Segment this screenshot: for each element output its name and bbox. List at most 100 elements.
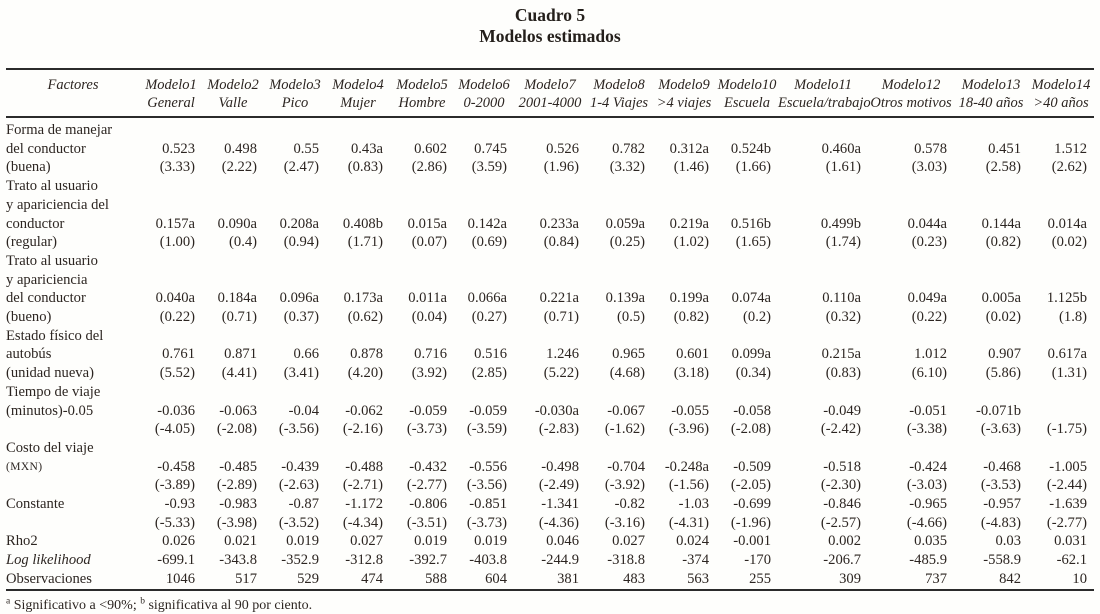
- cell-value: (-2.08): [216, 421, 257, 438]
- table-title: Modelos estimados: [479, 26, 621, 46]
- cell-value: (3.03): [911, 159, 947, 176]
- cell-value: [454, 252, 514, 271]
- cell-value: [778, 252, 868, 271]
- table-row: (-4.05) (-2.08) (-3.56) (-2.16) (-3.73) (-3.5…: [6, 420, 1094, 439]
- cell-value: [454, 439, 514, 458]
- cell-value: [264, 177, 326, 196]
- cell-value: (-4.34): [342, 514, 383, 531]
- cell-value: [326, 383, 390, 402]
- cell-value: [954, 117, 1028, 140]
- cell-value: [778, 327, 868, 346]
- cell-value: [954, 439, 1028, 458]
- header-factores-spacer: [6, 94, 140, 117]
- cell-value: (-3.52): [278, 514, 319, 531]
- cell-value: -0.488: [345, 458, 383, 475]
- row-label: autobús: [6, 346, 52, 363]
- cell-value: [140, 439, 202, 458]
- cell-value: 0.026: [162, 533, 195, 550]
- cell-value: [954, 327, 1028, 346]
- header-model-segment: >40 años: [1033, 95, 1089, 111]
- cell-value: (0.02): [985, 309, 1021, 326]
- cell-value: 588: [425, 570, 447, 587]
- cell-value: (0.62): [347, 309, 383, 326]
- estimates-table: Factores Modelo1 Modelo2 Modelo3 Modelo4 Mode…: [6, 68, 1094, 591]
- cell-value: (1.71): [347, 234, 383, 251]
- cell-value: 0.460a: [821, 140, 861, 157]
- cell-value: 255: [749, 570, 771, 587]
- cell-value: 0.144a: [981, 215, 1021, 232]
- cell-value: (0.07): [411, 234, 447, 251]
- cell-value: [954, 196, 1028, 215]
- cell-value: -0.055: [671, 402, 709, 419]
- cell-value: 474: [361, 570, 383, 587]
- cell-value: [778, 177, 868, 196]
- header-factores: Factores: [47, 77, 99, 93]
- cell-value: -0.432: [409, 458, 447, 475]
- header-model-name: Modelo9: [658, 77, 710, 93]
- cell-value: -0.699: [733, 496, 771, 513]
- cell-value: (1.65): [735, 234, 771, 251]
- cell-value: (1.02): [673, 234, 709, 251]
- cell-value: 0.027: [350, 533, 383, 550]
- table-row: (-3.89) (-2.89) (-2.63) (-2.71) (-2.77) (-3.5…: [6, 476, 1094, 495]
- cell-value: [326, 117, 390, 140]
- cell-value: (2.47): [283, 159, 319, 176]
- cell-value: 0.451: [988, 140, 1021, 157]
- cell-value: (0.22): [911, 309, 947, 326]
- header-model-name: Modelo8: [593, 77, 645, 93]
- cell-value: [716, 177, 778, 196]
- cell-value: (-3.73): [466, 514, 507, 531]
- cell-value: 1.012: [914, 346, 947, 363]
- cell-value: 0.096a: [279, 290, 319, 307]
- cell-value: 0.516b: [730, 215, 771, 232]
- cell-value: [202, 196, 264, 215]
- cell-value: 1046: [165, 570, 195, 587]
- cell-value: -0.556: [469, 458, 507, 475]
- cell-value: [454, 177, 514, 196]
- cell-value: [514, 439, 586, 458]
- cell-value: [868, 439, 954, 458]
- cell-value: 0.099a: [731, 346, 771, 363]
- cell-value: 604: [485, 570, 507, 587]
- cell-value: (6.10): [911, 365, 947, 382]
- cell-value: 1.512: [1054, 140, 1087, 157]
- table-row: (buena) (3.33) (2.22) (2.47) (0.83) (2.86) (3.…: [6, 158, 1094, 177]
- cell-value: 0.524b: [730, 140, 771, 157]
- table-row: Tiempo de viaje: [6, 383, 1094, 402]
- header-row-names: Factores Modelo1 Modelo2 Modelo3 Modelo4 Mode…: [6, 69, 1094, 94]
- cell-value: -403.8: [469, 552, 507, 569]
- cell-value: -392.7: [409, 552, 447, 569]
- cell-value: (0.37): [283, 309, 319, 326]
- cell-value: 0.074a: [731, 290, 771, 307]
- cell-value: [454, 196, 514, 215]
- cell-value: -485.9: [909, 552, 947, 569]
- cell-value: 0.745: [474, 140, 507, 157]
- row-label: Observaciones: [6, 570, 92, 587]
- cell-value: [390, 117, 454, 140]
- cell-value: (4.41): [221, 365, 257, 382]
- cell-value: -343.8: [219, 552, 257, 569]
- cell-value: [514, 252, 586, 271]
- cell-value: 0.035: [914, 533, 947, 550]
- cell-value: (-4.66): [906, 514, 947, 531]
- footnote: a Significativo a <90%; b significativa …: [6, 595, 1094, 614]
- cell-value: [140, 271, 202, 290]
- cell-value: (-3.98): [216, 514, 257, 531]
- cell-value: [716, 252, 778, 271]
- cell-value: (2.85): [471, 365, 507, 382]
- cell-value: 0.046: [546, 533, 579, 550]
- row-label: y apariciencia: [6, 271, 88, 288]
- cell-value: 0.040a: [155, 290, 195, 307]
- cell-value: [778, 271, 868, 290]
- cell-value: [586, 439, 652, 458]
- cell-value: 0.782: [612, 140, 645, 157]
- footnote-marker-a: a: [6, 595, 11, 606]
- cell-value: -0.439: [281, 458, 319, 475]
- cell-value: [140, 196, 202, 215]
- header-model-name: Modelo11: [794, 77, 852, 93]
- cell-value: -0.04: [288, 402, 319, 419]
- cell-value: (4.68): [609, 365, 645, 382]
- cell-value: (-1.75): [1046, 421, 1087, 438]
- table-row: Estado físico del: [6, 327, 1094, 346]
